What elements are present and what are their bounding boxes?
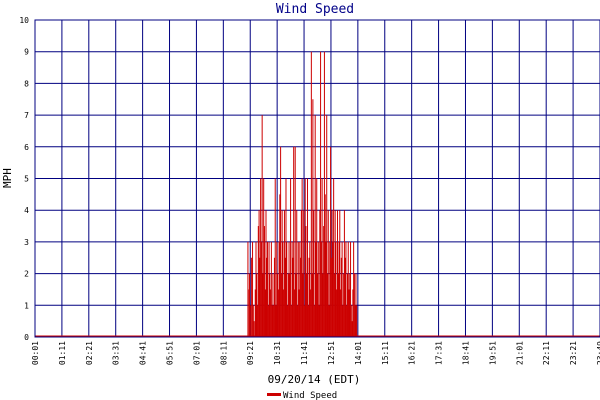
x-tick-label: 04:41 [139, 341, 148, 365]
y-tick-label: 4 [24, 206, 29, 215]
x-tick-label: 12:51 [327, 341, 336, 365]
x-tick-label: 23:49 [596, 341, 600, 365]
x-tick-label: 03:31 [112, 341, 121, 365]
chart-title: Wind Speed [276, 2, 354, 17]
legend-label: Wind Speed [283, 391, 337, 400]
x-tick-label: 10:31 [273, 341, 282, 365]
y-tick-label: 1 [24, 301, 29, 310]
y-tick-label: 6 [24, 143, 29, 152]
x-tick-label: 07:01 [192, 341, 201, 365]
y-tick-label: 8 [24, 79, 29, 88]
x-tick-label: 22:11 [542, 341, 551, 365]
data-bars [35, 51, 600, 338]
x-tick-label: 17:31 [435, 341, 444, 365]
y-tick-label: 9 [24, 48, 29, 57]
legend: Wind Speed [267, 391, 337, 400]
x-tick-label: 15:11 [381, 341, 390, 365]
y-axis-label: MPH [1, 168, 14, 188]
x-axis-label: 09/20/14 (EDT) [268, 373, 361, 386]
y-tick-label: 2 [24, 270, 29, 279]
x-tick-label: 19:51 [488, 341, 497, 365]
y-tick-label: 5 [24, 175, 29, 184]
x-tick-label: 21:01 [515, 341, 524, 365]
x-tick-label: 09:21 [246, 341, 255, 365]
x-tick-labels: 00:01 01:11 02:21 03:31 04:41 05:51 07:01 08:11… [31, 341, 600, 365]
x-tick-label: 00:01 [31, 341, 40, 365]
x-tick-label: 18:41 [461, 341, 470, 365]
y-tick-label: 10 [19, 16, 29, 25]
x-tick-label: 11:41 [300, 341, 309, 365]
y-tick-label: 7 [24, 111, 29, 120]
x-tick-label: 16:21 [408, 341, 417, 365]
y-tick-label: 3 [24, 238, 29, 247]
x-tick-label: 23:21 [569, 341, 578, 365]
x-tick-label: 02:21 [85, 341, 94, 365]
plot-frame [34, 19, 600, 338]
x-tick-label: 14:01 [354, 341, 363, 365]
x-tick-label: 01:11 [58, 341, 67, 365]
y-tick-label: 0 [24, 333, 29, 342]
x-tick-label: 05:51 [166, 341, 175, 365]
x-tick-label: 08:11 [219, 341, 228, 365]
y-tick-labels: 0 1 2 3 4 5 6 7 8 9 10 [19, 16, 29, 342]
